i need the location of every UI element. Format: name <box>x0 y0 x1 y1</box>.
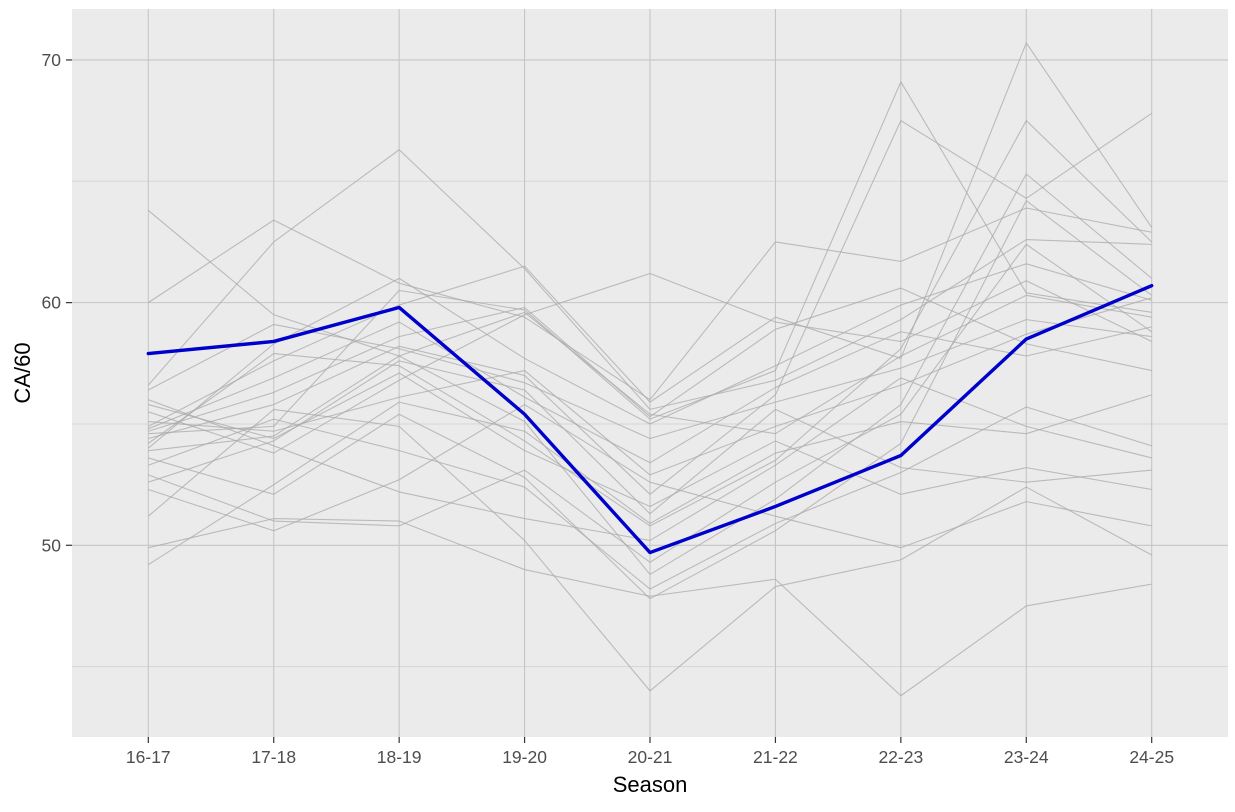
background-team-line <box>148 272 1152 454</box>
x-tick-label: 18-19 <box>377 747 422 767</box>
background-team-line <box>148 406 1152 590</box>
background-team-line <box>148 200 1153 600</box>
background-team-line <box>148 319 1152 440</box>
background-team-line <box>148 377 1152 541</box>
background-team-line <box>147 149 1152 410</box>
x-tick-label: 24-25 <box>1129 747 1174 767</box>
background-team-line <box>148 42 1153 427</box>
background-team-line <box>148 287 1152 432</box>
y-tick-label: 50 <box>42 535 62 555</box>
background-team-line <box>148 297 1152 476</box>
x-tick-label: 20-21 <box>628 747 673 767</box>
x-axis-title: Season <box>613 772 688 797</box>
x-tick-label: 22-23 <box>878 747 923 767</box>
background-team-line <box>148 360 1152 515</box>
background-team-line <box>148 518 1152 697</box>
background-team-line <box>148 403 1152 549</box>
x-tick-label: 21-22 <box>753 747 798 767</box>
background-team-line <box>148 372 1152 508</box>
background-team-line <box>147 263 1152 449</box>
x-tick-label: 16-17 <box>126 747 171 767</box>
x-tick-label: 23-24 <box>1004 747 1049 767</box>
background-team-line <box>148 173 1153 575</box>
x-tick-label: 17-18 <box>251 747 296 767</box>
background-team-line <box>148 112 1153 495</box>
background-team-line <box>148 321 1152 464</box>
background-team-line <box>147 207 1152 401</box>
background-team-line <box>147 408 1152 692</box>
y-tick-label: 70 <box>42 50 62 70</box>
y-axis-title: CA/60 <box>10 342 35 403</box>
highlight-team-line <box>146 283 1154 555</box>
background-team-line <box>148 81 1152 435</box>
background-team-line <box>147 120 1153 527</box>
y-tick-label: 60 <box>42 293 62 313</box>
x-tick-label: 19-20 <box>502 747 547 767</box>
background-team-line <box>148 394 1152 566</box>
